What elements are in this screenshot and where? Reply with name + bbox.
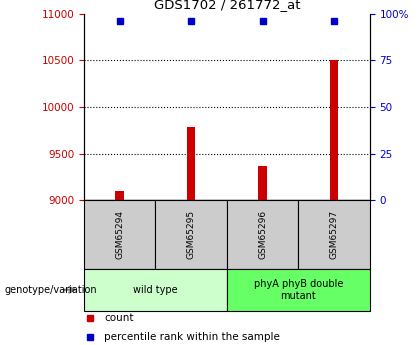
- Text: percentile rank within the sample: percentile rank within the sample: [104, 333, 280, 342]
- Bar: [330, 60, 338, 200]
- FancyBboxPatch shape: [227, 200, 298, 269]
- Text: genotype/variation: genotype/variation: [4, 285, 97, 295]
- Text: GSM65295: GSM65295: [186, 210, 196, 259]
- Text: GSM65296: GSM65296: [258, 210, 267, 259]
- Title: GDS1702 / 261772_at: GDS1702 / 261772_at: [154, 0, 300, 11]
- FancyBboxPatch shape: [84, 200, 155, 269]
- Bar: [258, 166, 267, 200]
- Bar: [187, 127, 195, 200]
- Text: count: count: [104, 313, 134, 323]
- Bar: [116, 191, 124, 200]
- Text: GSM65297: GSM65297: [329, 210, 339, 259]
- Text: GSM65294: GSM65294: [115, 210, 124, 259]
- FancyBboxPatch shape: [227, 269, 370, 310]
- Text: wild type: wild type: [133, 285, 178, 295]
- FancyBboxPatch shape: [298, 200, 370, 269]
- FancyBboxPatch shape: [84, 269, 227, 310]
- FancyBboxPatch shape: [155, 200, 227, 269]
- Text: phyA phyB double
mutant: phyA phyB double mutant: [254, 279, 343, 300]
